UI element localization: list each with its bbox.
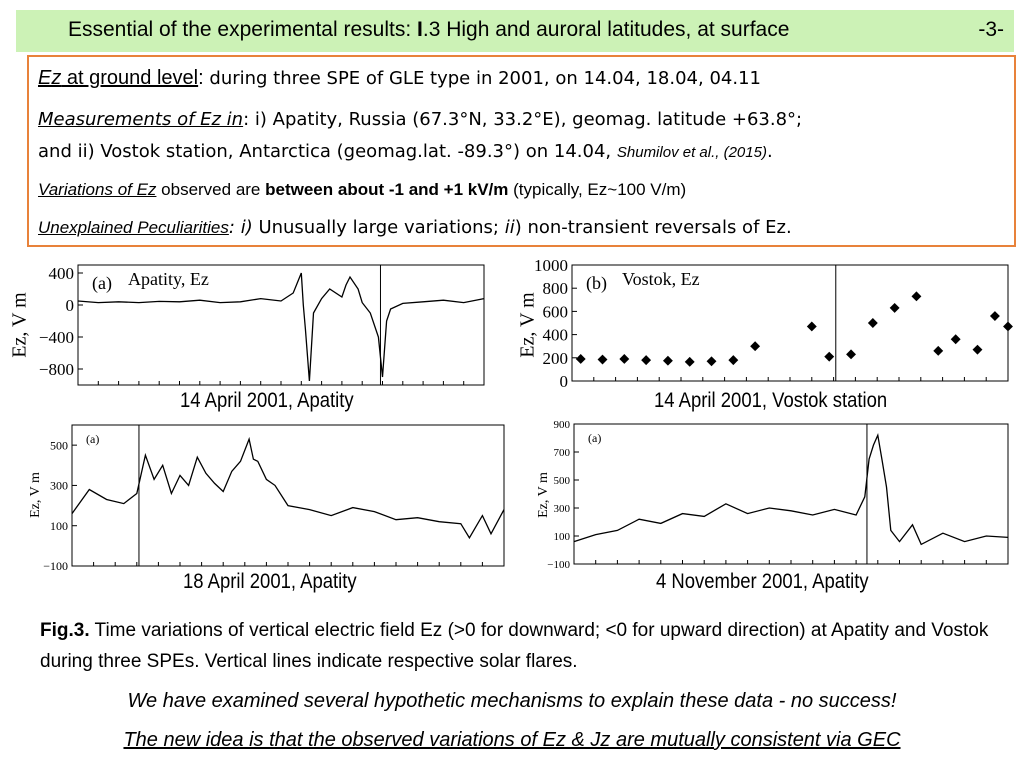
figure-text: Time variations of vertical electric fie…: [40, 620, 989, 672]
inner-title: Apatity, Ez: [128, 269, 209, 289]
y-axis-label: Ez, V m: [517, 292, 539, 358]
panel-label: (b): [586, 273, 607, 294]
summary-line-2: Measurements of Ez in: i) Apatity, Russi…: [38, 109, 803, 130]
data-point: [824, 351, 835, 362]
summary-line-5: Unexplained Peculiarities: i) Unusually …: [38, 217, 792, 238]
caption-chart-1: 14 April 2001, Apatity: [180, 389, 354, 412]
footer-line-2: The new idea is that the observed variat…: [123, 729, 901, 751]
data-point: [806, 321, 817, 332]
caption-chart-2: 14 April 2001, Vostok station: [654, 389, 888, 412]
data-point: [575, 354, 586, 364]
data-point: [597, 354, 608, 365]
y-tick-label: 1000: [534, 256, 568, 275]
summary-box: Ez at ground level: during three SPE of …: [27, 55, 1016, 247]
plot-frame: [71, 424, 505, 567]
y-tick-label: 300: [50, 479, 68, 493]
title-bar: Essential of the experimental results: I…: [16, 10, 1014, 52]
y-axis-label: Ez, V m: [28, 472, 43, 518]
y-tick-label: 400: [543, 326, 569, 345]
y-tick-label: −800: [39, 360, 74, 379]
chart-apatity-18apr: 500 300 100 −100 Ez, V m (a): [28, 424, 505, 573]
y-tick-label: 0: [66, 296, 75, 315]
y-tick-label: 400: [49, 264, 75, 283]
y-axis-label: Ez, V m: [9, 292, 31, 358]
data-point: [706, 356, 717, 367]
y-tick-label: 100: [554, 531, 571, 543]
data-point: [867, 318, 878, 328]
plot-frame: [573, 423, 1009, 565]
data-point: [911, 291, 922, 302]
panel-label: (a): [588, 431, 601, 445]
data-point: [619, 354, 630, 364]
y-axis-label: Ez, V m: [536, 472, 551, 518]
y-tick-label: 800: [543, 279, 569, 298]
y-tick-label: −100: [43, 559, 68, 573]
y-tick-label: 300: [554, 503, 571, 515]
inner-title: Vostok, Ez: [622, 269, 700, 289]
data-point: [662, 355, 673, 366]
figure-label: Fig.3.: [40, 620, 90, 641]
data-point: [889, 302, 900, 313]
data-point: [750, 341, 761, 352]
figure-caption: Fig.3. Time variations of vertical elect…: [40, 615, 1000, 677]
panel-label: (a): [86, 432, 99, 446]
data-point: [728, 355, 739, 366]
chart-apatity-4nov: 900 700 500 300 100 −100 Ez, V m (a): [536, 419, 1009, 571]
y-tick-label: 500: [554, 475, 571, 487]
summary-line-3: and ii) Vostok station, Antarctica (geom…: [38, 141, 773, 162]
y-tick-label: 100: [50, 519, 68, 533]
footer-line-1: We have examined several hypothetic mech…: [127, 690, 897, 712]
series-line: [77, 272, 485, 382]
panel-label: (a): [92, 273, 112, 294]
y-tick-label: −100: [547, 559, 570, 571]
page-number: -3-: [978, 18, 1004, 41]
y-tick-label: 900: [554, 419, 571, 431]
summary-line-4: Variations of Ez observed are between ab…: [38, 180, 687, 199]
data-point: [684, 356, 695, 367]
y-tick-label: 600: [543, 302, 569, 321]
caption-chart-3: 18 April 2001, Apatity: [183, 570, 357, 593]
data-point: [933, 345, 944, 356]
data-point: [641, 355, 652, 366]
series-line: [71, 436, 505, 540]
data-point: [989, 311, 1000, 321]
data-point: [972, 344, 983, 355]
chart-apatity-14apr: 400 0 −400 −800 Ez, V m (a) Apatity, Ez: [9, 264, 485, 386]
y-tick-label: 500: [50, 438, 68, 452]
caption-chart-4: 4 November 2001, Apatity: [656, 570, 869, 593]
data-point: [846, 349, 856, 360]
series-line: [573, 432, 1009, 546]
y-tick-label: −400: [39, 328, 74, 347]
slide-title: Essential of the experimental results: I…: [68, 18, 790, 41]
data-point: [950, 334, 961, 345]
y-tick-label: 700: [554, 447, 571, 459]
summary-line-1: Ez at ground level: during three SPE of …: [38, 67, 761, 89]
y-tick-label: 200: [543, 349, 569, 368]
data-point: [1003, 321, 1013, 332]
chart-vostok-14apr: 1000 800 600 400 200 0 Ez, V m (b) Vostok, Ez: [517, 256, 1013, 391]
y-tick-label: 0: [560, 372, 569, 391]
